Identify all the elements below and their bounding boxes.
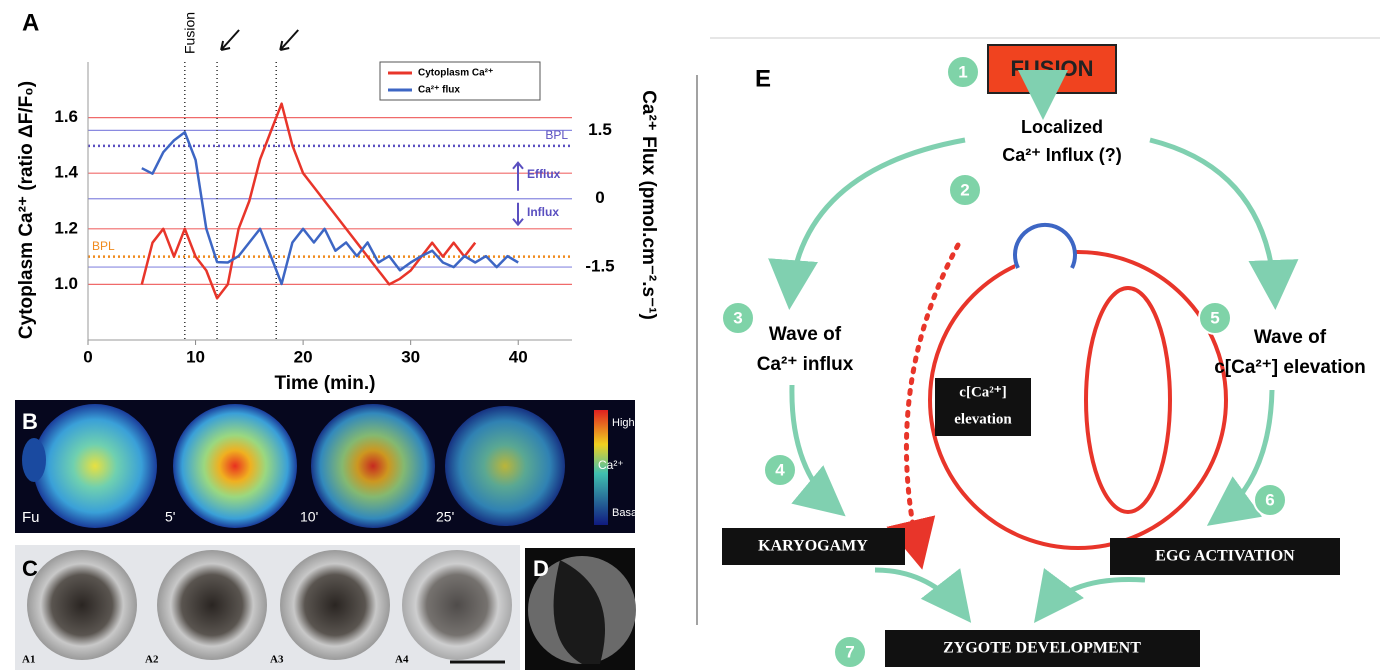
step-number: 5 bbox=[1210, 308, 1219, 327]
series-line bbox=[140, 102, 477, 300]
cell-image bbox=[553, 560, 605, 664]
node-label: EGG ACTIVATION bbox=[1155, 548, 1295, 565]
arrow bbox=[1033, 568, 1146, 623]
step-number: 7 bbox=[845, 642, 854, 661]
frame-label: A1 bbox=[22, 654, 35, 666]
x-tick-label: 20 bbox=[294, 347, 313, 366]
legend-label: Cytoplasm Ca²⁺ bbox=[418, 68, 493, 79]
panel-label: B bbox=[22, 409, 38, 434]
panel-label: E bbox=[755, 65, 771, 92]
panel-label: D bbox=[533, 556, 549, 581]
x-tick-label: 0 bbox=[83, 347, 92, 366]
step-circle bbox=[721, 301, 755, 335]
frame-label: A4 bbox=[395, 654, 409, 666]
node-label: Ca²⁺ Influx (?) bbox=[1002, 145, 1122, 165]
step-circle bbox=[1253, 483, 1287, 517]
cell-image bbox=[33, 404, 157, 528]
frame-label: 10' bbox=[300, 509, 318, 525]
cell-image bbox=[445, 406, 565, 526]
flux-annotation: Efflux bbox=[527, 167, 561, 181]
karyogamy-box bbox=[722, 528, 905, 565]
legend-label: Ca²⁺ flux bbox=[418, 85, 460, 96]
chart: 1.0 1.2 1.4 1.6 1.5 0 -1.5 0 10 20 30 40 BPL BPL Fusio… bbox=[16, 12, 659, 394]
panel-label: A bbox=[22, 9, 39, 36]
x-tick-label: 40 bbox=[509, 347, 528, 366]
series-line bbox=[141, 130, 519, 286]
egg-activation-box bbox=[1110, 538, 1340, 575]
flux-arrow bbox=[512, 161, 524, 227]
cell-image bbox=[173, 404, 297, 528]
cell-image bbox=[157, 550, 267, 660]
center-label: c[Ca²⁺] bbox=[959, 384, 1006, 400]
node-label: KARYOGAMY bbox=[758, 538, 868, 555]
y-tick-label: 1.4 bbox=[54, 163, 78, 182]
egg-cell bbox=[928, 250, 1228, 550]
sperm-entry bbox=[1013, 223, 1077, 269]
reference-label: BPL bbox=[92, 239, 115, 253]
step-circle bbox=[833, 635, 867, 669]
event-arrow bbox=[220, 29, 240, 51]
mask bbox=[1015, 248, 1075, 268]
wave-loop bbox=[1084, 286, 1172, 514]
step-numbers: 1 2 3 4 5 6 7 bbox=[721, 55, 1287, 669]
frame-label: Fu bbox=[22, 509, 40, 526]
frame-label: 25' bbox=[436, 509, 454, 525]
center-box bbox=[935, 378, 1031, 436]
center-label: elevation bbox=[954, 411, 1012, 427]
arrow bbox=[789, 384, 846, 517]
y-axis-title: Cytoplasm Ca²⁺ (ratio ΔF/F₀) bbox=[16, 81, 37, 339]
node-label: Localized bbox=[1021, 117, 1103, 137]
y-tick-label: 1.0 bbox=[54, 274, 78, 293]
arrow bbox=[874, 567, 972, 623]
cell-image bbox=[22, 438, 46, 482]
node-label: Wave of bbox=[769, 324, 842, 345]
step-number: 6 bbox=[1265, 490, 1274, 509]
colorbar bbox=[594, 410, 608, 525]
step-number: 1 bbox=[958, 62, 967, 81]
panel-label: C bbox=[22, 556, 38, 581]
step-circle bbox=[763, 453, 797, 487]
step-circle bbox=[946, 55, 980, 89]
colorbar-label: High bbox=[612, 417, 635, 429]
node-label: c[Ca²⁺] elevation bbox=[1214, 357, 1366, 378]
node-label: ZYGOTE DEVELOPMENT bbox=[943, 640, 1141, 657]
y-tick-label: 1.2 bbox=[54, 218, 78, 237]
y2-axis-title: Ca²⁺ Flux (pmol.cm⁻².s⁻¹) bbox=[638, 90, 659, 320]
event-arrow bbox=[279, 29, 299, 51]
x-axis-title: Time (min.) bbox=[275, 373, 376, 394]
arrow bbox=[886, 242, 961, 570]
colorbar-label: Ca²⁺ bbox=[598, 458, 624, 472]
cell-image bbox=[27, 550, 137, 660]
x-tick-label: 10 bbox=[186, 347, 205, 366]
frame-label: 5' bbox=[165, 509, 175, 525]
cell-image bbox=[280, 550, 390, 660]
fusion-label: FUSION bbox=[1010, 56, 1093, 81]
node-label: Wave of bbox=[1254, 327, 1327, 348]
y2-tick-label: -1.5 bbox=[585, 257, 614, 276]
flux-annotation: Influx bbox=[527, 205, 559, 219]
event-label: Fusion bbox=[182, 12, 198, 54]
cell-image bbox=[402, 550, 512, 660]
x-tick-label: 30 bbox=[401, 347, 420, 366]
step-circle bbox=[1198, 301, 1232, 335]
node-label: Ca²⁺ influx bbox=[757, 354, 854, 375]
zygote-box bbox=[885, 630, 1200, 667]
y2-tick-label: 0 bbox=[595, 188, 604, 207]
y2-tick-label: 1.5 bbox=[588, 120, 612, 139]
y-tick-label: 1.6 bbox=[54, 107, 78, 126]
reference-label: BPL bbox=[545, 128, 568, 142]
frame-label: A2 bbox=[145, 654, 159, 666]
step-circle bbox=[948, 173, 982, 207]
arrow bbox=[768, 137, 966, 310]
frame-label: A3 bbox=[270, 654, 284, 666]
colorbar-label: Basal bbox=[612, 507, 640, 519]
cell-image bbox=[311, 404, 435, 528]
arrow bbox=[1206, 389, 1275, 526]
legend-box bbox=[379, 61, 541, 101]
step-number: 3 bbox=[733, 308, 742, 327]
step-number: 4 bbox=[775, 460, 785, 479]
step-number: 2 bbox=[960, 180, 969, 199]
arrow bbox=[1149, 137, 1299, 310]
